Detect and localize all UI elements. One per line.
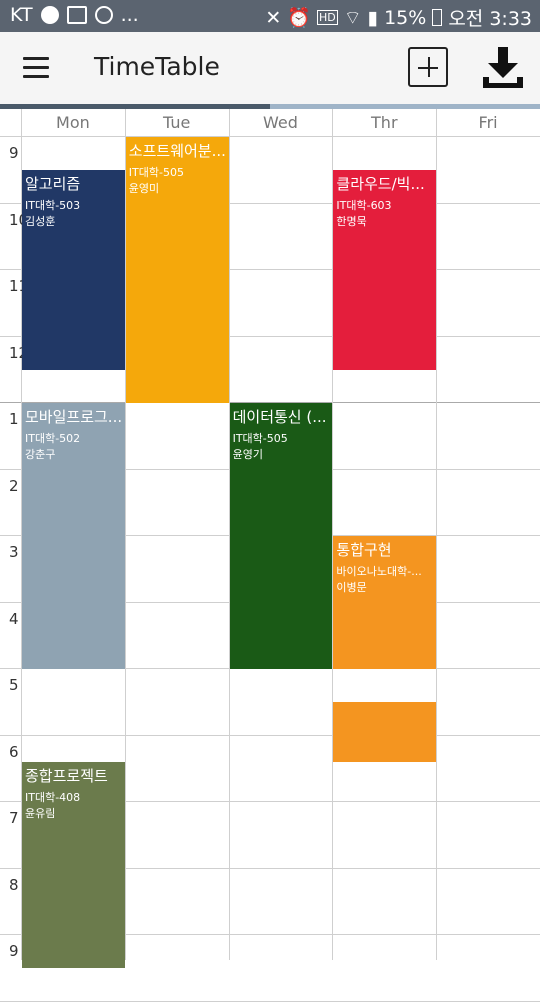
day-header: Tue	[163, 113, 191, 132]
hour-label: 7	[9, 809, 19, 827]
hour-label: 9	[9, 144, 19, 162]
app-bar: TimeTable	[0, 32, 540, 105]
gallery-icon	[66, 6, 87, 24]
download-icon[interactable]	[481, 45, 525, 89]
course-professor: 윤영미	[128, 182, 160, 195]
hour-line	[0, 1000, 540, 1002]
hour-label: 3	[9, 543, 19, 561]
hour-label: 1	[9, 410, 19, 428]
course-professor: 윤영기	[232, 448, 263, 461]
course-title: 알고리즘	[25, 175, 81, 194]
day-divider	[436, 109, 438, 960]
course-block[interactable]: 클라우드/빅... IT대학-603 한명묵	[333, 170, 437, 370]
wifi-icon: ⌔	[343, 6, 362, 29]
course-room: IT대학-505	[128, 166, 184, 179]
header-divider	[0, 136, 540, 137]
signal-icon: ▮	[367, 6, 379, 29]
page-indicator	[0, 104, 540, 109]
more-indicator: ...	[120, 4, 139, 26]
course-professor: 한명묵	[336, 215, 367, 229]
hour-line	[0, 934, 540, 935]
day-divider	[332, 109, 334, 960]
hour-label: 6	[9, 742, 19, 761]
power-icon	[94, 6, 113, 24]
day-header: Fri	[478, 113, 498, 132]
hour-label: 5	[9, 676, 19, 694]
hour-line	[0, 269, 540, 270]
carrier-label: KT	[10, 4, 33, 26]
clock: 오전 3:33	[448, 8, 532, 30]
alarm-icon: ⏰	[287, 7, 311, 29]
course-room: IT대학-603	[336, 199, 392, 213]
course-room: 바이오나노대학-...	[336, 565, 422, 578]
status-bar: KT ... ✕ ⏰ HD ⌔ ▮ 15% 오전 3:33	[0, 0, 540, 32]
mute-icon: ✕	[265, 6, 282, 29]
course-room: IT대학-503	[25, 199, 81, 213]
course-room: IT대학-502	[25, 432, 81, 445]
course-block[interactable]: 소프트웨어분... IT대학-505 윤영미	[125, 137, 229, 403]
day-header: Thr	[371, 113, 398, 132]
day-divider	[124, 109, 126, 960]
course-block[interactable]: 모바일프로그... IT대학-502 강춘구	[22, 403, 125, 669]
course-title: 종합프로젝트	[25, 767, 108, 786]
course-room: IT대학-408	[25, 791, 81, 805]
hour-line	[0, 867, 540, 869]
course-block[interactable]	[333, 702, 437, 763]
course-block[interactable]: 데이터통신 (... IT대학-505 윤영기	[229, 403, 333, 669]
course-professor: 김성훈	[25, 215, 56, 229]
battery-icon	[432, 9, 443, 26]
course-professor: 이병문	[336, 581, 367, 594]
hour-label: 8	[9, 875, 19, 894]
hour-label: 9	[9, 942, 19, 960]
course-room: IT대학-505	[232, 432, 288, 445]
hour-line	[0, 801, 540, 802]
hour-line	[0, 335, 540, 337]
course-professor: 윤유림	[25, 807, 56, 821]
hour-line	[0, 734, 540, 736]
course-block[interactable]: 종합프로젝트 IT대학-408 윤유림	[22, 762, 125, 969]
course-title: 클라우드/빅...	[336, 175, 425, 194]
day-header: Mon	[56, 113, 90, 132]
hour-line	[0, 202, 540, 204]
hour-label: 4	[9, 609, 19, 628]
talk-icon	[40, 6, 59, 24]
hd-icon: HD	[317, 10, 338, 25]
add-icon[interactable]	[408, 47, 448, 87]
hour-label: 2	[9, 476, 19, 495]
day-header: Wed	[263, 113, 298, 132]
battery-percent: 15%	[384, 6, 427, 29]
day-divider	[228, 109, 230, 960]
hour-line	[0, 402, 540, 403]
course-title: 통합구현	[336, 541, 392, 559]
course-title: 소프트웨어분...	[128, 142, 226, 160]
day-divider	[21, 109, 22, 960]
course-title: 모바일프로그...	[25, 408, 122, 426]
app-title: TimeTable	[94, 52, 220, 81]
menu-icon[interactable]	[23, 57, 49, 79]
timetable-grid: Mon Tue Wed Thr Fri 9 10 11 12 1 2 3 4 5 6 7 8 9 알고리즘 IT대학-…	[0, 109, 540, 1002]
course-title: 데이터통신 (...	[232, 408, 327, 426]
course-professor: 강춘구	[25, 448, 56, 461]
course-block[interactable]: 알고리즘 IT대학-503 김성훈	[22, 170, 125, 370]
